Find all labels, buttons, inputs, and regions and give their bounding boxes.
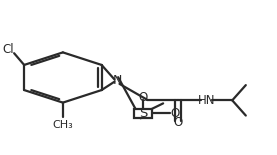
Text: HN: HN (198, 94, 215, 107)
FancyBboxPatch shape (134, 109, 152, 118)
Text: O: O (138, 91, 147, 104)
Text: O: O (173, 116, 183, 129)
Text: O: O (170, 107, 179, 120)
Text: Cl: Cl (2, 43, 14, 56)
Text: N: N (112, 74, 122, 87)
Text: S: S (138, 107, 147, 120)
Text: CH₃: CH₃ (53, 120, 73, 130)
